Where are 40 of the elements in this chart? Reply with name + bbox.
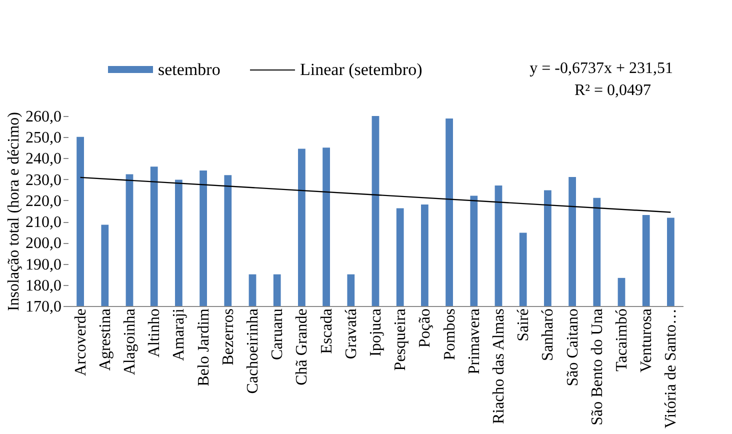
x-tick-label: Ipojuca — [368, 308, 384, 356]
x-tick-label: Tacaimbó — [614, 308, 630, 372]
x-tick-label: Pesqueira — [392, 308, 410, 371]
y-tick-label: 190,0 — [26, 256, 62, 274]
text: R² = 0,0497 — [574, 82, 651, 99]
x-tick-label: Amaraji — [170, 308, 188, 361]
x-tick-label: Sairé — [515, 308, 532, 342]
y-tick-label: 200,0 — [26, 235, 62, 252]
x-tick-label: Caruaru — [269, 308, 286, 360]
x-tick-label: Arcoverde — [72, 308, 90, 376]
x-tick-label: Vitória de Santo… — [662, 308, 680, 428]
x-tick-label: Escada — [318, 308, 336, 354]
y-tick-label: 240,0 — [26, 150, 62, 168]
y-tick-label: 250,0 — [26, 130, 62, 147]
x-tick-label: Riacho das Almas — [490, 308, 508, 424]
y-axis-title: Insolação total (hora e décimo) — [6, 112, 22, 312]
x-tick-label: Belo Jardim — [195, 308, 212, 386]
x-tick-label: Altinho — [146, 308, 164, 358]
y-tick-label: 230,0 — [26, 172, 62, 189]
y-tick-label: 210,0 — [26, 214, 62, 232]
legend-label: setembro — [158, 60, 220, 79]
x-tick-label: Gravatá — [342, 308, 360, 360]
x-tick-label: Poção — [416, 308, 434, 348]
x-tick-label: São Bento do Una — [588, 308, 606, 426]
x-tick-label: Sanharó — [540, 308, 557, 361]
x-tick-label: Primavera — [466, 308, 483, 374]
text: y = -0,6737x + 231,51 — [530, 60, 673, 77]
x-tick-label: Bezerros — [220, 308, 237, 366]
x-tick-label: Pombos — [441, 308, 458, 360]
y-tick-label: 180,0 — [26, 277, 62, 294]
x-tick-label: São Caitano — [564, 308, 582, 386]
legend-label: Linear (setembro) — [300, 60, 422, 79]
y-tick-label: 260,0 — [26, 108, 62, 126]
x-tick-label: Venturosa — [638, 308, 656, 372]
y-tick-label: 220,0 — [26, 192, 62, 210]
y-tick-label: 170,0 — [26, 298, 62, 316]
x-tick-label: Cachoeirinha — [244, 308, 262, 394]
x-tick-label: Alagoinha — [122, 308, 138, 376]
x-tick-label: Chã Grande — [294, 308, 311, 386]
x-tick-label: Agrestina — [96, 308, 114, 371]
